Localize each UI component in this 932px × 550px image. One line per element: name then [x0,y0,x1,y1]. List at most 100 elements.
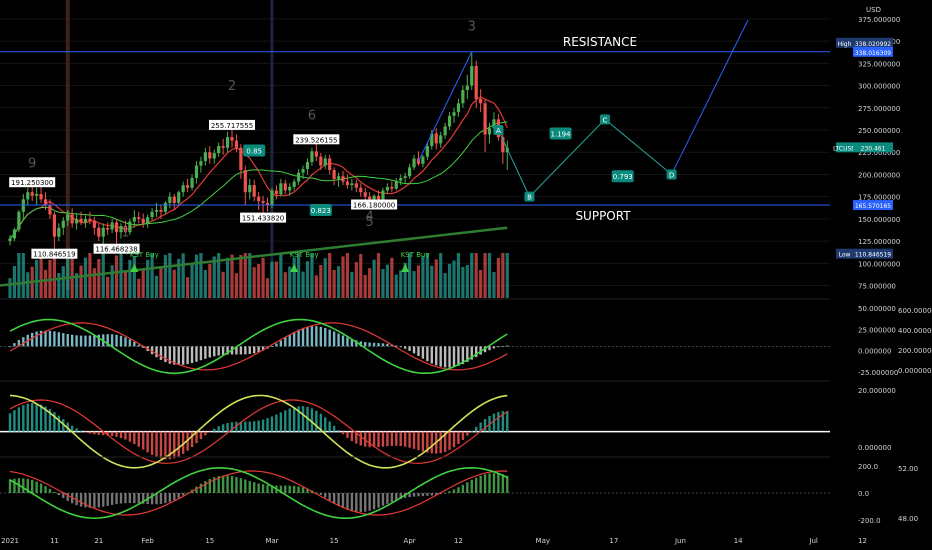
pane-signal-line [9,470,508,516]
pane-histogram-bar [421,346,425,359]
pane-histogram-bar [31,403,34,432]
candle-body [288,186,292,191]
ma-slow-line [9,121,508,239]
pane-histogram-bar [190,431,194,448]
pane-histogram-bar [186,492,189,494]
pane-histogram-bar [488,473,491,493]
candle-body [137,217,141,219]
volume-bar [217,253,221,298]
candle-body [421,156,425,164]
pane-histogram-bar [159,431,163,459]
candle-body [154,210,159,212]
pane-axis-label: 50.000000 [858,305,896,313]
volume-bar [319,265,323,298]
volume-bar [483,253,487,298]
candle-body [257,196,261,202]
price-label: 116.468238 [95,246,137,254]
candle-body [97,227,101,237]
pane-histogram-bar [124,337,127,347]
candle-body [110,222,114,230]
cycle-line [65,0,70,290]
time-axis-label: 15 [330,537,339,545]
volume-bar [487,253,492,298]
pane-histogram-bar [452,346,456,367]
pane-histogram-bar [226,475,229,493]
price-labels: 191.250300 110.846519 116.468238 255.717555… [9,19,476,272]
pane-histogram-bar [457,431,460,444]
price-label-box [240,212,287,223]
pane-histogram-bar [39,404,43,432]
indicator-panes: 50.00000025.0000000.000000-25.000000600.… [0,298,932,525]
candle-body [186,185,190,188]
price-axis-label: 225.000000 [858,149,900,157]
pane-histogram-bar [364,493,367,512]
pane-histogram-bar [39,330,43,347]
candle-body [447,115,452,127]
pane-histogram-bar [150,431,154,455]
pane-histogram-bar [142,493,145,504]
pane-histogram-bar [22,337,25,347]
pane-histogram-bar [381,493,385,506]
candle-body [17,211,21,230]
current-badge-value: 230.461 [861,145,886,152]
pane-histogram-bar [35,403,38,432]
pane-histogram-bar [359,341,362,347]
pane-histogram-bar [204,431,207,436]
candle-body [328,158,332,170]
pane-histogram-bar [399,346,402,348]
pane-histogram-bar [124,493,127,504]
pane-histogram-bar [417,493,420,497]
candle-body [172,196,176,203]
pane-histogram-bar [244,421,247,432]
price-label-box [293,134,340,145]
pane-histogram-bar [430,431,433,454]
candle-body [190,178,194,188]
pane-histogram-bar [461,431,465,440]
time-axis-label: Apr [404,537,416,545]
pane-histogram-bar [239,421,243,432]
pane-histogram-bar [275,343,278,347]
candle-body [492,119,496,129]
volume-bar [110,265,114,298]
candle-body [350,183,354,186]
wave-number: 5 [365,215,373,230]
ratio-badge [611,170,634,183]
candle-body [363,192,367,197]
pane-histogram-bar [137,431,140,447]
volume-bar [43,269,48,298]
candle-body [301,169,305,173]
pane-histogram-bar [230,422,234,432]
pane-histogram-bar [142,346,145,348]
volume-bar [345,253,350,298]
volume-bar [363,275,367,298]
pane-histogram-bar [337,333,340,347]
volume-bar [470,253,474,298]
pane-histogram-bar [297,406,300,432]
pane-histogram-bar [150,493,154,505]
time-axis: 2021 11 21 Feb 15 Mar 15 Apr 12 May 17 Jun 14 Jul 12 [1,537,867,545]
volume-bar [443,273,447,298]
ratio-badge [549,127,572,140]
candle-body [203,152,207,162]
pane-histogram-bar [97,493,100,508]
ratio-label: 0.823 [311,207,331,215]
pane-histogram-bar [226,423,229,432]
pane-histogram-bar [501,346,505,347]
pane-histogram-bar [324,417,327,432]
pane-histogram-bar [230,476,234,493]
price-axis-label: 250.000000 [858,127,900,135]
volume-bar [17,253,21,298]
candle-body [230,137,234,141]
pane-histogram-bar [497,473,500,493]
candle-body [146,217,150,224]
pane-histogram-bar [13,478,16,493]
ratio-badge [243,144,266,157]
pane-histogram-bar [417,431,420,451]
volume-bar [128,259,132,298]
time-axis-label: 2021 [1,537,19,545]
pane-histogram-bar [173,493,176,501]
pane-histogram-bar [190,346,194,364]
pane-histogram-bar [88,335,92,347]
pane-histogram-bar [426,346,429,362]
